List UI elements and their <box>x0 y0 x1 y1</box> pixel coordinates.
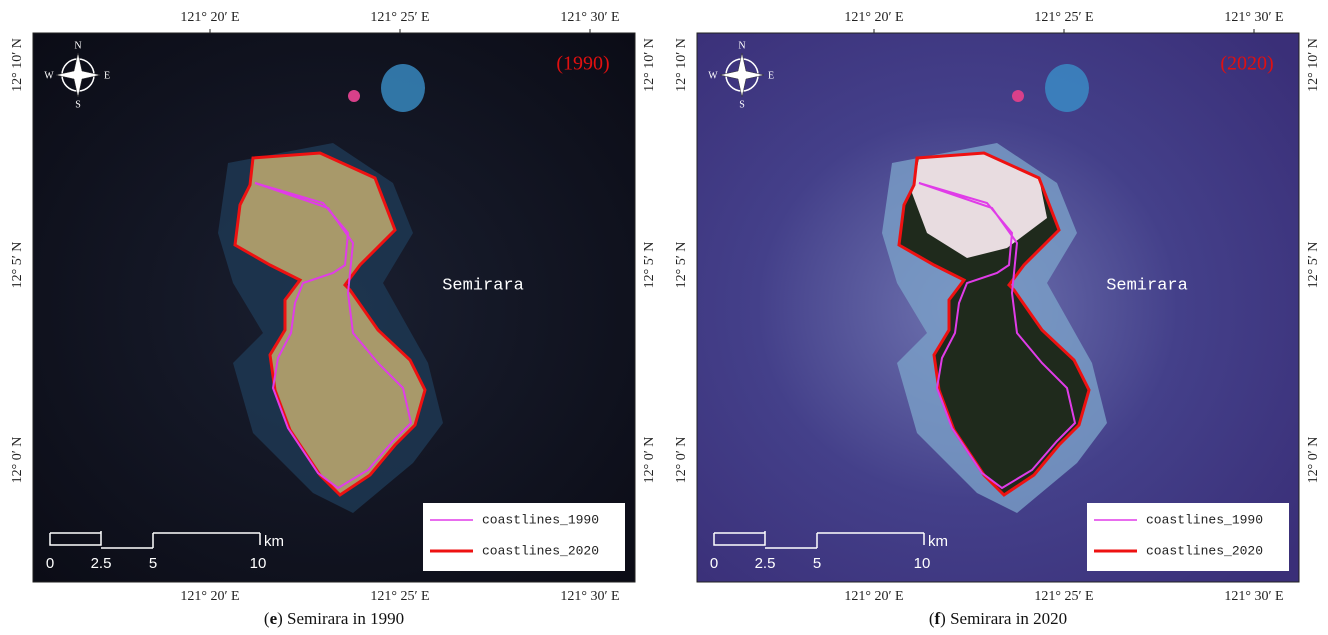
right-label: 12° 10′ N <box>642 38 657 92</box>
scale-label: 5 <box>149 555 157 572</box>
top-label: 121° 25′ E <box>1034 10 1093 25</box>
compass-letter: N <box>738 40 745 51</box>
figure: (1990) Semirara N S W E 0 2.5 5 10 km coastlines_19… <box>0 0 1328 635</box>
scale-label: 2.5 <box>755 555 776 572</box>
compass-letter: S <box>739 99 745 110</box>
caption: (e) Semirara in 1990 <box>264 609 404 628</box>
scale-label: 0 <box>46 555 54 572</box>
right-label: 12° 0′ N <box>1306 437 1321 484</box>
compass-letter: E <box>104 70 110 81</box>
map-panel: (2020) Semirara N S W E 0 2.5 5 10 km coastlines_19… <box>674 10 1321 628</box>
left-label: 12° 10′ N <box>10 38 25 92</box>
islet <box>348 90 360 102</box>
bottom-label: 121° 20′ E <box>844 589 903 604</box>
scale-label: 10 <box>914 555 931 572</box>
compass-letter: W <box>708 70 718 81</box>
islet <box>1012 90 1024 102</box>
scale-label: 0 <box>710 555 718 572</box>
caption: (f) Semirara in 2020 <box>929 609 1067 628</box>
left-label: 12° 10′ N <box>674 38 689 92</box>
bottom-label: 121° 30′ E <box>560 589 619 604</box>
right-label: 12° 5′ N <box>642 242 657 289</box>
caption-part: ) Semirara in 2020 <box>940 609 1067 628</box>
compass-letter: N <box>74 40 81 51</box>
right-label: 12° 0′ N <box>642 437 657 484</box>
reef-patch <box>381 64 425 112</box>
reef-patch <box>1045 64 1089 112</box>
legend-label: coastlines_2020 <box>482 543 599 558</box>
map-panel: (1990) Semirara N S W E 0 2.5 5 10 km coastlines_19… <box>10 10 657 628</box>
scale-label: 2.5 <box>91 555 112 572</box>
legend-label: coastlines_1990 <box>482 512 599 527</box>
year-label: (1990) <box>556 53 609 75</box>
legend-label: coastlines_2020 <box>1146 543 1263 558</box>
right-label: 12° 10′ N <box>1306 38 1321 92</box>
top-label: 121° 20′ E <box>844 10 903 25</box>
compass-letter: S <box>75 99 81 110</box>
island-label: Semirara <box>442 276 524 295</box>
compass-letter: E <box>768 70 774 81</box>
bottom-label: 121° 20′ E <box>180 589 239 604</box>
left-label: 12° 5′ N <box>674 242 689 289</box>
right-label: 12° 5′ N <box>1306 242 1321 289</box>
bottom-label: 121° 25′ E <box>1034 589 1093 604</box>
island-label: Semirara <box>1106 276 1188 295</box>
scale-unit: km <box>264 533 284 550</box>
top-label: 121° 30′ E <box>560 10 619 25</box>
top-label: 121° 20′ E <box>180 10 239 25</box>
scale-label: 5 <box>813 555 821 572</box>
caption-part: ) Semirara in 1990 <box>277 609 404 628</box>
year-label: (2020) <box>1220 53 1273 75</box>
bottom-label: 121° 30′ E <box>1224 589 1283 604</box>
top-label: 121° 30′ E <box>1224 10 1283 25</box>
top-label: 121° 25′ E <box>370 10 429 25</box>
left-label: 12° 0′ N <box>10 437 25 484</box>
legend-label: coastlines_1990 <box>1146 512 1263 527</box>
left-label: 12° 0′ N <box>674 437 689 484</box>
left-label: 12° 5′ N <box>10 242 25 289</box>
scale-unit: km <box>928 533 948 550</box>
bottom-label: 121° 25′ E <box>370 589 429 604</box>
scale-label: 10 <box>250 555 267 572</box>
compass-letter: W <box>44 70 54 81</box>
